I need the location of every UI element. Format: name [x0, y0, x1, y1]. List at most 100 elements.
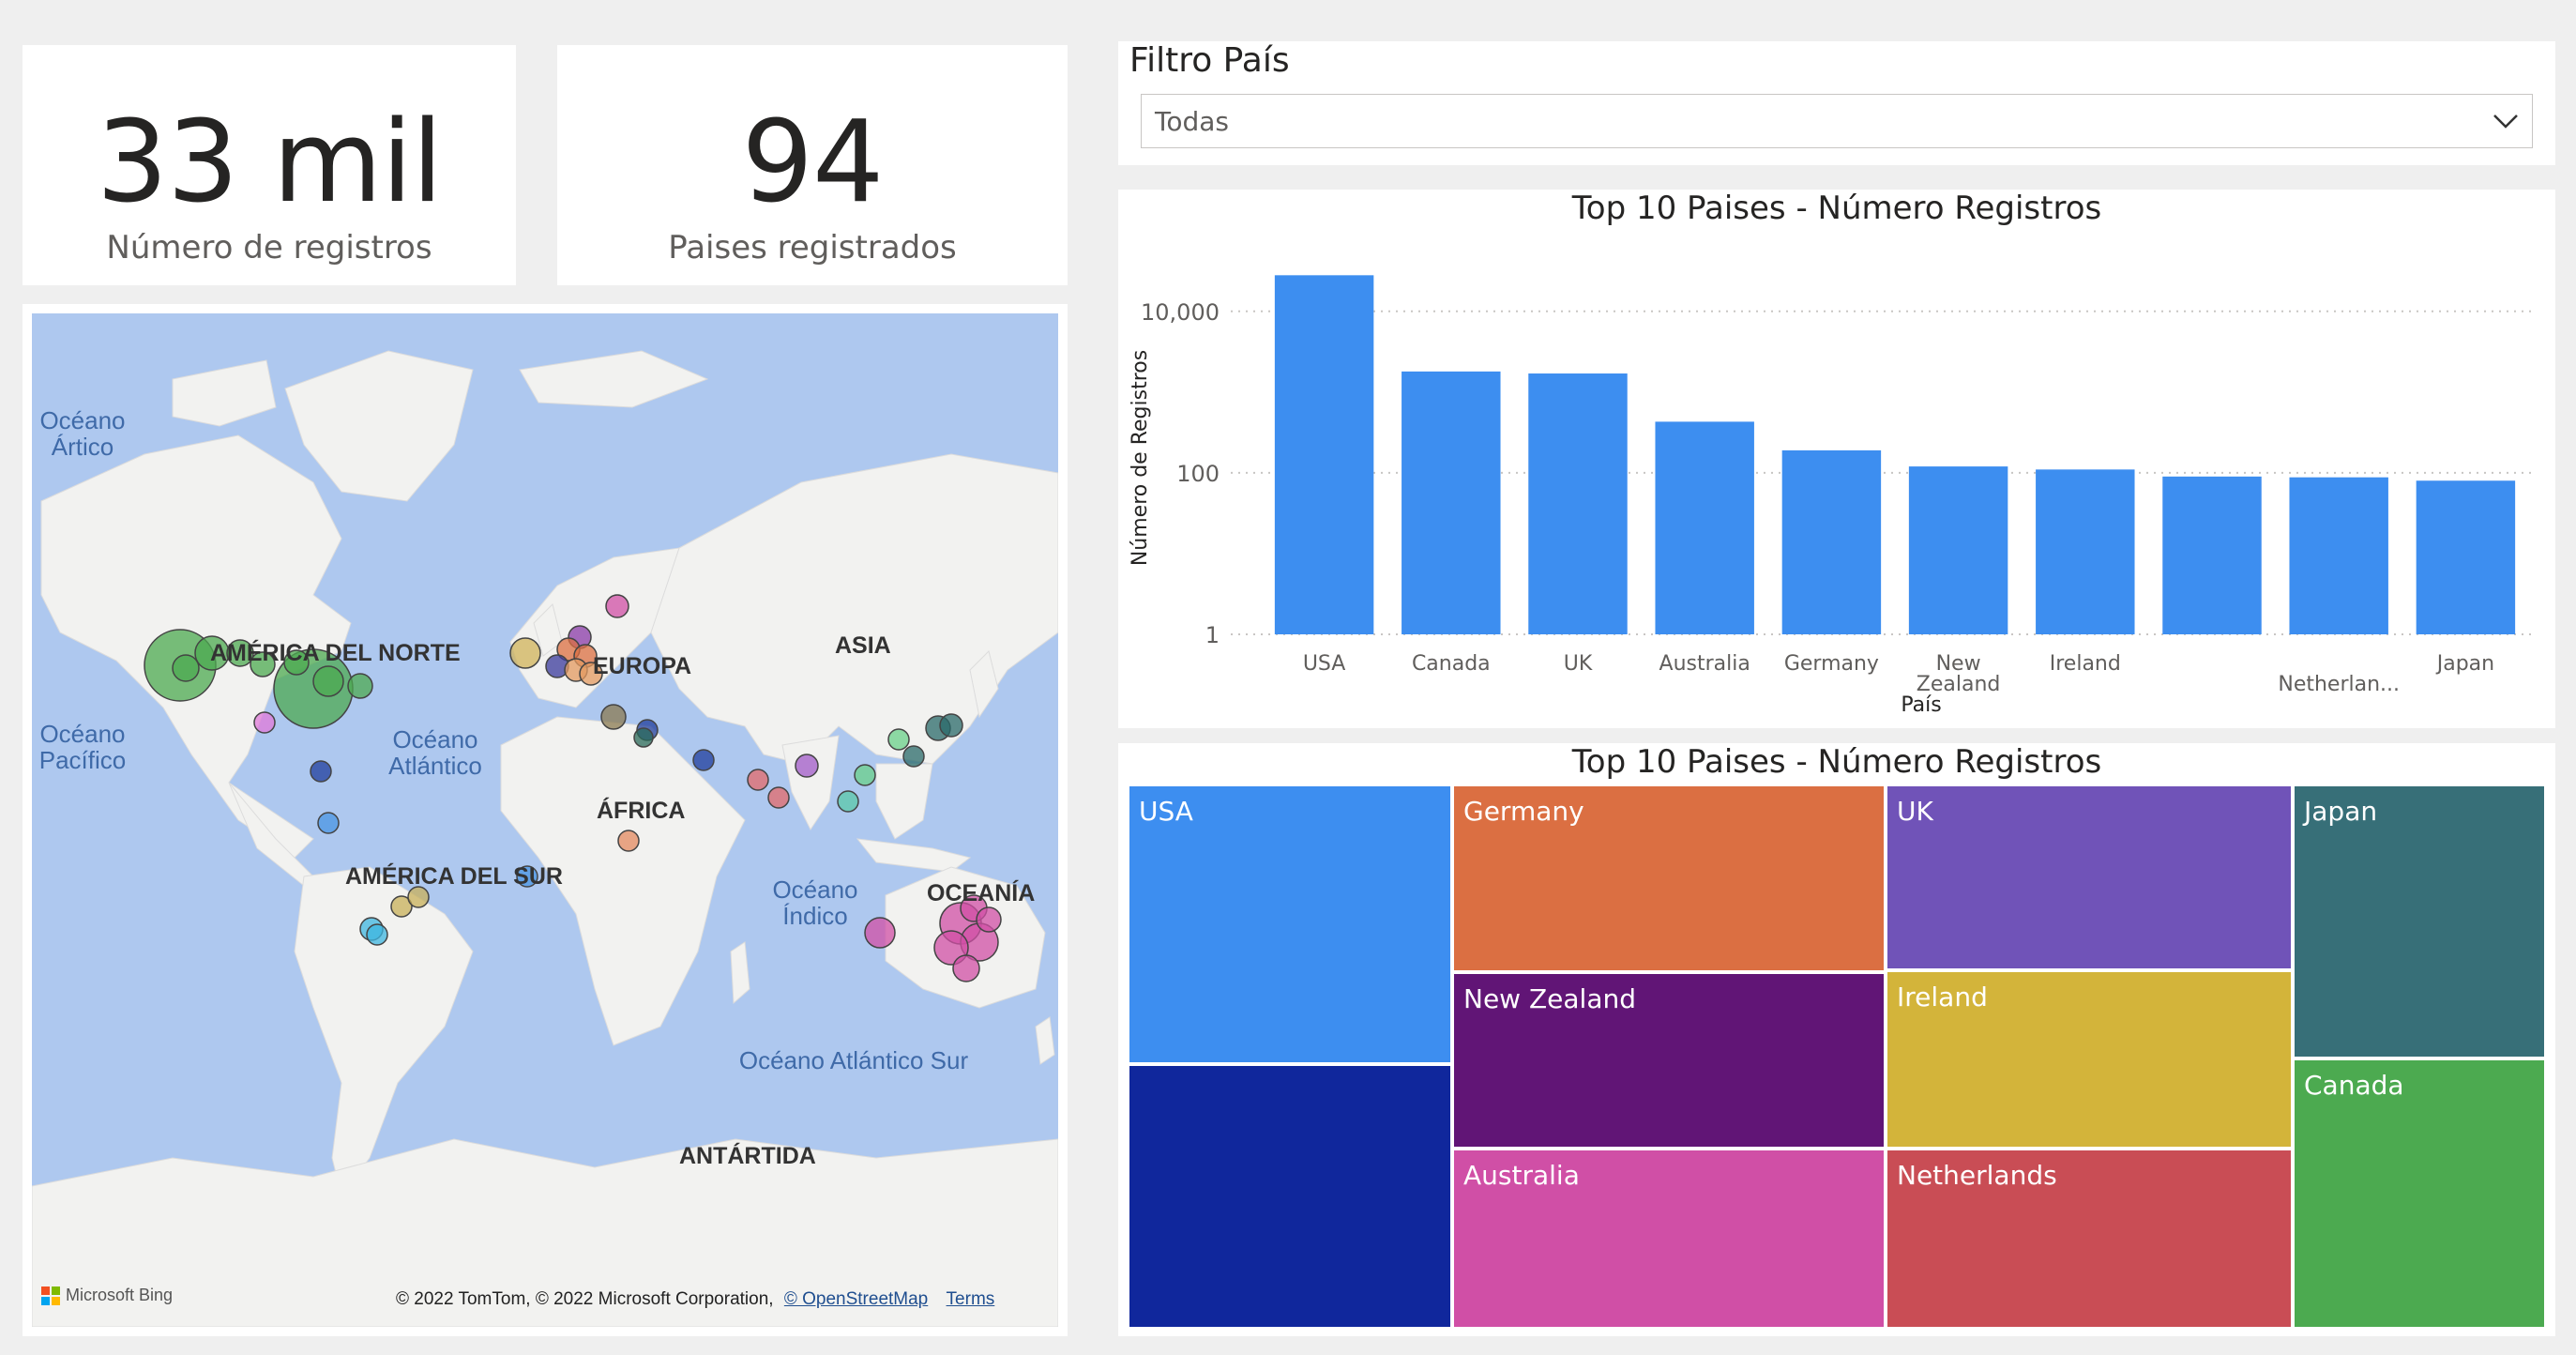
treemap-cell-label: USA	[1139, 796, 1193, 827]
bar[interactable]	[1781, 449, 1882, 634]
bubble-mexico[interactable]	[253, 711, 276, 734]
treemap-cell[interactable]: Germany	[1452, 784, 1886, 972]
bar-chart-title: Top 10 Paises - Número Registros	[1571, 190, 2102, 227]
bubble-japan-3[interactable]	[939, 713, 963, 738]
treemap-cell-label: Japan	[2304, 796, 2378, 827]
y-axis-title: Número de Registros	[1129, 350, 1152, 566]
attribution-text: © 2022 TomTom, © 2022 Microsoft Corporat…	[396, 1289, 774, 1309]
bar[interactable]	[1274, 275, 1374, 634]
bubble-australia-w[interactable]	[864, 917, 896, 949]
world-map[interactable]: Océano Ártico Océano Pacífico Océano Atl…	[32, 313, 1058, 1327]
bubble-argentina-2[interactable]	[407, 886, 430, 908]
map-bubbles[interactable]	[32, 313, 1058, 1327]
bubble-asia-1[interactable]	[692, 749, 715, 771]
bar[interactable]	[1528, 373, 1628, 634]
y-tick-label: 1	[1205, 622, 1220, 648]
bubble-africa[interactable]	[617, 830, 640, 852]
x-tick-label: Netherlan...	[2278, 673, 2400, 696]
bubble-japan-4[interactable]	[902, 745, 925, 768]
bubble-caribbean[interactable]	[310, 760, 332, 783]
treemap-cell[interactable]: New Zealand	[1452, 972, 1886, 1149]
bar[interactable]	[1655, 421, 1754, 634]
treemap-cell-label: Ireland	[1897, 982, 1988, 1012]
bubble-asia-2[interactable]	[795, 754, 819, 778]
bubble-us-6[interactable]	[347, 673, 373, 699]
bubble-scandinavia[interactable]	[605, 594, 629, 618]
chevron-down-icon[interactable]	[2489, 104, 2523, 138]
ocean-pacific-label: Océano Pacífico	[38, 720, 127, 774]
bar[interactable]	[1402, 371, 1501, 634]
bubble-europe-7[interactable]	[600, 704, 627, 730]
bubble-japan-1[interactable]	[887, 728, 910, 751]
bubble-australia-6[interactable]	[952, 954, 980, 982]
bubble-uk[interactable]	[509, 637, 541, 669]
treemap-cell[interactable]	[1128, 1064, 1452, 1329]
bubble-us-5[interactable]	[312, 665, 344, 697]
continent-south-america-label: AMÉRICA DEL SUR	[345, 863, 563, 890]
ocean-atlantic-label: Océano Atlántico	[388, 725, 482, 780]
bing-logo-text: Microsoft Bing	[66, 1286, 174, 1304]
treemap-cell[interactable]: Netherlands	[1886, 1149, 2293, 1329]
treemap-cell[interactable]: USA	[1128, 784, 1452, 1064]
treemap-cell[interactable]: Ireland	[1886, 970, 2293, 1149]
bar[interactable]	[2162, 476, 2262, 634]
bubble-us-3[interactable]	[250, 651, 276, 678]
bubble-australia-5[interactable]	[976, 906, 1002, 933]
x-tick-label: Japan	[2435, 652, 2494, 676]
bubble-argentina-1[interactable]	[390, 895, 413, 918]
treemap-cell-label: Germany	[1463, 796, 1584, 827]
treemap-cell[interactable]: UK	[1886, 784, 2293, 970]
treemap-cell-label: UK	[1897, 796, 1933, 827]
x-tick-label: UK	[1564, 652, 1593, 676]
continent-europe-label: EUROPA	[593, 653, 692, 679]
continent-oceania-label: OCEANÍA	[927, 880, 1036, 906]
country-dropdown[interactable]: Todas	[1141, 94, 2533, 148]
y-tick-label: 10,000	[1141, 299, 1220, 326]
x-tick-label: New	[1936, 652, 1981, 676]
bubble-india-2[interactable]	[767, 786, 790, 809]
filter-title: Filtro País	[1129, 41, 1290, 80]
treemap-cell[interactable]: Canada	[2293, 1058, 2546, 1329]
bubble-us-7[interactable]	[172, 654, 200, 682]
treemap-chart[interactable]: USA Germany New Zealand Australia UK Ireland N…	[1128, 784, 2546, 1329]
bubble-mideast-2[interactable]	[633, 727, 654, 748]
bubble-chile-2[interactable]	[366, 923, 388, 946]
treemap-cell[interactable]: Japan	[2293, 784, 2546, 1058]
bubble-us-2[interactable]	[226, 639, 254, 667]
map-land	[32, 350, 1058, 1327]
continent-asia-label: ASIA	[835, 632, 891, 659]
ocean-indian-label: Océano Índico	[772, 875, 858, 930]
treemap-cell[interactable]: Australia	[1452, 1149, 1886, 1329]
bubble-brazil[interactable]	[516, 865, 538, 888]
bubble-sea-1[interactable]	[854, 764, 876, 786]
treemap-cell-label: New Zealand	[1463, 983, 1636, 1014]
y-tick-label: 100	[1176, 461, 1220, 487]
countries-kpi-card: 94 Paises registrados	[557, 45, 1068, 285]
continent-antarctica-label: ANTÁRTIDA	[679, 1143, 816, 1169]
bubble-australia-3[interactable]	[933, 930, 969, 966]
bar[interactable]	[2036, 469, 2135, 634]
bar[interactable]	[1908, 466, 2008, 634]
country-filter-card: Filtro País Todas	[1118, 41, 2555, 165]
treemap-cell-label: Netherlands	[1897, 1160, 2057, 1191]
bubble-india-1[interactable]	[747, 769, 769, 791]
continent-north-america-label: AMÉRICA DEL NORTE	[210, 640, 461, 666]
openstreetmap-link[interactable]: © OpenStreetMap	[783, 1289, 929, 1309]
treemap-title: Top 10 Paises - Número Registros	[1571, 743, 2102, 781]
x-tick-label: Canada	[1412, 652, 1491, 676]
records-kpi-label: Número de registros	[106, 229, 432, 266]
bubble-us-4[interactable]	[283, 649, 310, 676]
continent-africa-label: ÁFRICA	[597, 798, 686, 824]
x-axis-title: País	[1901, 693, 1941, 717]
bar[interactable]	[2416, 480, 2516, 634]
bubble-sea-2[interactable]	[837, 790, 859, 813]
treemap-cell-label: Australia	[1463, 1160, 1580, 1191]
x-tick-label: Australia	[1659, 652, 1750, 676]
terms-link[interactable]: Terms	[946, 1289, 995, 1309]
bubble-colombia[interactable]	[317, 812, 340, 834]
bar[interactable]	[2289, 477, 2388, 634]
bar-chart[interactable]: 1 100 10,000 USA Canada UK Australia Germany New…	[1118, 240, 2555, 728]
microsoft-logo-icon	[41, 1286, 60, 1305]
bubble-europe-6[interactable]	[579, 662, 603, 686]
bing-logo: Microsoft Bing	[41, 1286, 173, 1305]
